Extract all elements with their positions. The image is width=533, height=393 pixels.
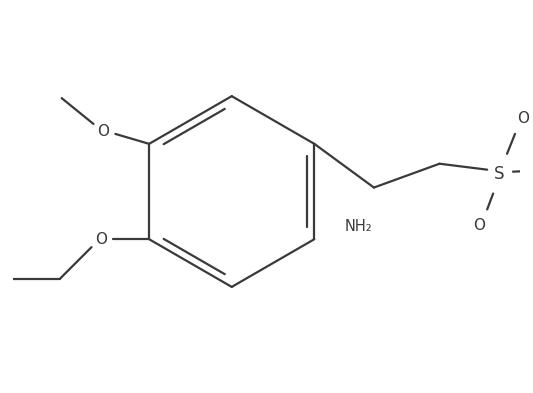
Text: O: O <box>517 110 529 125</box>
Text: S: S <box>494 165 504 183</box>
Text: O: O <box>473 218 485 233</box>
Text: O: O <box>98 125 109 140</box>
Text: O: O <box>95 232 108 247</box>
Text: NH₂: NH₂ <box>344 219 372 234</box>
